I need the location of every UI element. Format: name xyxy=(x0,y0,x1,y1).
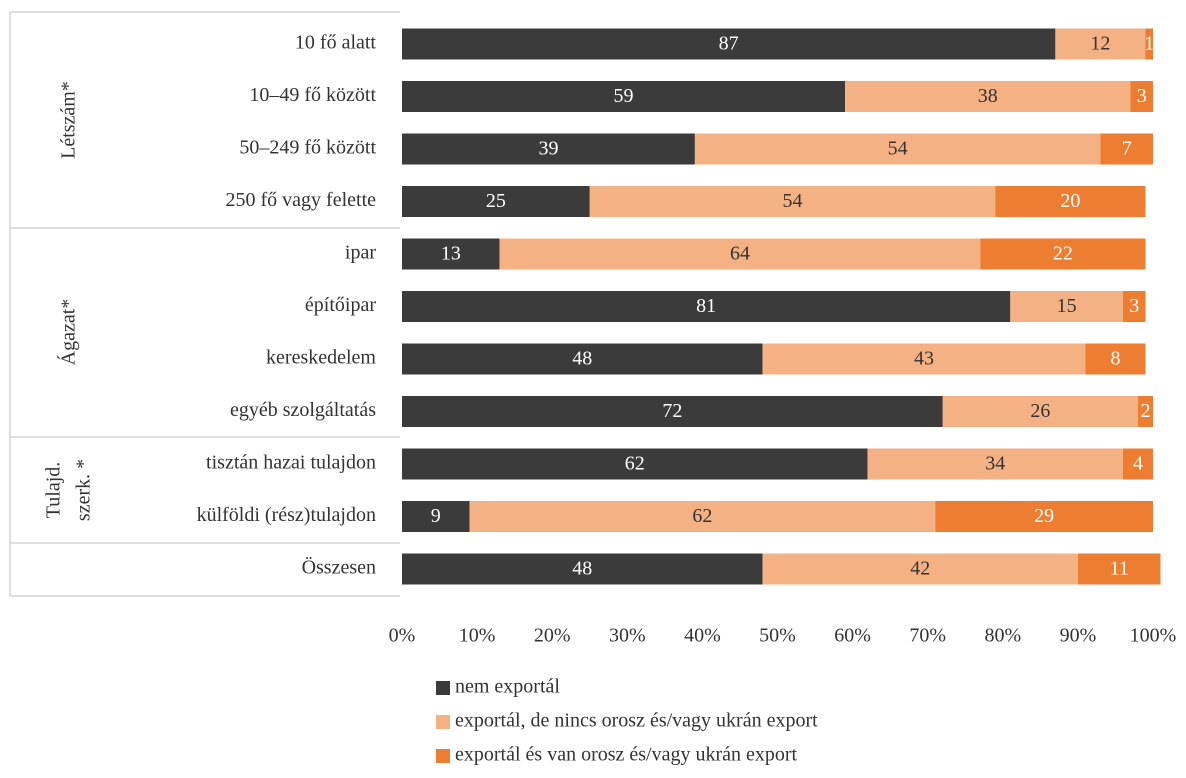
data-label: 22 xyxy=(1053,243,1073,265)
x-tick-label: 40% xyxy=(684,625,721,647)
bar-segment xyxy=(402,81,846,112)
bar-segment xyxy=(1130,81,1153,112)
group-label: Létszám* xyxy=(58,81,80,159)
data-label: 3 xyxy=(1129,295,1139,317)
legend-label: exportál, de nincs orosz és/vagy ukrán e… xyxy=(455,710,818,732)
y-tick-label: tisztán hazai tulajdon xyxy=(206,452,376,474)
x-tick-label: 30% xyxy=(609,625,646,647)
data-label: 62 xyxy=(692,505,712,527)
x-tick-label: 100% xyxy=(1130,625,1177,647)
data-label: 87 xyxy=(719,33,739,55)
data-label: 8 xyxy=(1110,348,1120,370)
data-label: 3 xyxy=(1137,85,1147,107)
data-label: 25 xyxy=(486,190,506,212)
data-label: 48 xyxy=(572,348,592,370)
y-tick-label: 10–49 fő között xyxy=(249,84,376,106)
x-tick-label: 0% xyxy=(389,625,416,647)
data-label: 39 xyxy=(538,138,558,160)
bar-segment xyxy=(499,238,981,270)
x-tick-label: 70% xyxy=(909,625,946,647)
y-tick-label: Összesen xyxy=(302,556,376,579)
y-tick-label: 50–249 fő között xyxy=(239,137,376,159)
bar-segment xyxy=(942,396,1138,427)
data-label: 4 xyxy=(1133,453,1143,475)
y-tick-label: 250 fő vagy felette xyxy=(226,189,377,211)
bar-segment xyxy=(935,501,1153,532)
bar-segment xyxy=(402,396,943,427)
bar-segment xyxy=(1055,28,1146,60)
legend-swatch xyxy=(436,715,450,729)
bar-segment xyxy=(402,343,763,375)
bar-segment xyxy=(845,81,1131,112)
bar-segment xyxy=(762,343,1086,375)
x-tick-label: 60% xyxy=(834,625,871,647)
x-tick-label: 90% xyxy=(1060,625,1097,647)
data-label: 13 xyxy=(441,243,461,265)
bar-segment xyxy=(402,186,590,217)
bar-segment xyxy=(402,133,695,165)
data-label: 29 xyxy=(1034,505,1054,527)
legend-label: nem exportál xyxy=(455,676,560,698)
data-label: 62 xyxy=(625,453,645,475)
group-label: Ágazat* xyxy=(57,299,80,366)
group-label: szerk. * xyxy=(73,459,95,521)
data-label: 54 xyxy=(783,190,803,212)
data-label: 42 xyxy=(910,558,930,580)
bar-segment xyxy=(589,186,996,217)
data-label: 48 xyxy=(572,558,592,580)
data-label: 26 xyxy=(1030,400,1050,422)
bar-segment xyxy=(694,133,1101,165)
bar-segment xyxy=(1010,291,1123,322)
bar-segment xyxy=(1077,553,1161,585)
data-label: 7 xyxy=(1122,138,1132,160)
data-label: 15 xyxy=(1057,295,1077,317)
legend-swatch xyxy=(436,749,450,763)
x-tick-label: 80% xyxy=(984,625,1021,647)
bar-segment xyxy=(402,448,868,480)
bar-segment xyxy=(1122,291,1146,322)
bar-segment xyxy=(1085,343,1146,375)
bar-segment xyxy=(402,238,500,270)
data-label: 9 xyxy=(431,505,441,527)
x-tick-label: 10% xyxy=(459,625,496,647)
y-tick-label: egyéb szolgáltatás xyxy=(230,399,376,421)
data-label: 12 xyxy=(1090,33,1110,55)
bar-segment xyxy=(1122,448,1153,480)
data-label: 64 xyxy=(730,243,750,265)
data-label: 38 xyxy=(978,85,998,107)
bar-segment xyxy=(469,501,936,532)
bar-segment xyxy=(402,291,1011,322)
y-tick-label: építőipar xyxy=(305,294,376,316)
bar-segment xyxy=(762,553,1078,585)
bar-segment xyxy=(867,448,1123,480)
y-tick-label: ipar xyxy=(345,242,376,264)
y-tick-label: külföldi (rész)tulajdon xyxy=(197,504,376,526)
group-label: Tulajd. xyxy=(43,462,65,519)
bar-segment xyxy=(402,28,1056,60)
data-label: 11 xyxy=(1110,558,1129,580)
x-tick-label: 20% xyxy=(534,625,571,647)
bar-segment xyxy=(402,553,763,585)
bar-segment xyxy=(1100,133,1153,165)
bar-segment xyxy=(1145,28,1153,60)
bar-segment xyxy=(995,186,1146,217)
data-label: 43 xyxy=(914,348,934,370)
bar-segment xyxy=(980,238,1146,270)
data-label: 20 xyxy=(1060,190,1080,212)
data-label: 72 xyxy=(662,400,682,422)
x-tick-label: 50% xyxy=(759,625,796,647)
bar-segment xyxy=(1137,396,1153,427)
data-label: 54 xyxy=(888,138,908,160)
legend-swatch xyxy=(436,681,450,695)
data-label: 81 xyxy=(696,295,716,317)
y-tick-label: 10 fő alatt xyxy=(295,32,377,54)
data-label: 34 xyxy=(985,453,1005,475)
legend-label: exportál és van orosz és/vagy ukrán expo… xyxy=(455,744,798,766)
bar-segment xyxy=(402,501,470,532)
data-label: 1 xyxy=(1144,33,1154,55)
data-label: 2 xyxy=(1140,400,1150,422)
data-label: 59 xyxy=(614,85,634,107)
y-tick-label: kereskedelem xyxy=(266,347,376,369)
